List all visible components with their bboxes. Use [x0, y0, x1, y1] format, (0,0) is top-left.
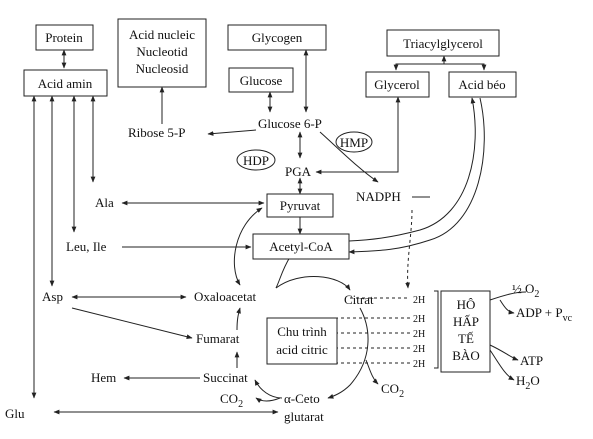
glutarat-label: glutarat	[284, 409, 324, 424]
succinat-label: Succinat	[203, 370, 248, 385]
hmp-label: HMP	[340, 135, 368, 150]
pyruvat-box	[266, 193, 334, 218]
ala-label: Ala	[95, 195, 114, 210]
triacylglycerol-box	[386, 29, 500, 57]
h2-label: 2H	[413, 295, 425, 306]
h2-label: 2H	[413, 359, 425, 370]
triacylglycerol-label: Triacylglycerol	[403, 36, 483, 51]
boxes	[23, 18, 517, 373]
acid-nucleic-box	[117, 18, 207, 88]
respiration-label-4: BÀO	[452, 348, 479, 363]
h2-label: 2H	[413, 329, 425, 340]
krebs-box	[266, 317, 338, 365]
hdp-label: HDP	[243, 153, 269, 168]
acid-amin-label: Acid amin	[38, 76, 93, 91]
glycogen-box	[227, 24, 327, 51]
pga-label: PGA	[285, 164, 312, 179]
h2o-label: H2O	[516, 373, 540, 392]
glucose-label: Glucose	[240, 73, 283, 88]
connections	[31, 49, 527, 415]
nucleosid-label: Nucleosid	[136, 61, 189, 76]
oxaloacetat-label: Oxaloacetat	[194, 289, 256, 304]
acid-nucleic-label: Acid nucleic	[129, 27, 195, 42]
nucleotid-label: Nucleotid	[136, 44, 188, 59]
h2-labels: 2H 2H 2H 2H 2H	[413, 295, 425, 370]
o2-label: ½ O2	[512, 281, 539, 300]
acid-beo-box	[448, 71, 517, 98]
co2-left-label: CO2	[220, 391, 243, 410]
glycerol-box	[365, 71, 430, 98]
protein-label: Protein	[45, 30, 83, 45]
leu-ile-label: Leu, Ile	[66, 239, 107, 254]
acid-beo-label: Acid béo	[458, 77, 505, 92]
acetyl-coa-label: Acetyl-CoA	[269, 239, 333, 254]
alpha-ceto-label: α-Ceto	[284, 391, 320, 406]
glycogen-label: Glycogen	[252, 30, 303, 45]
glu-label: Glu	[5, 406, 25, 421]
fumarat-label: Fumarat	[196, 331, 240, 346]
hem-label: Hem	[91, 370, 116, 385]
hmp-ellipse	[335, 131, 373, 153]
respiration-box	[440, 290, 491, 373]
protein-box	[35, 24, 94, 51]
respiration-label-2: HẤP	[453, 314, 479, 329]
co2-right-label: CO2	[381, 381, 404, 400]
citrat-label: Citrat	[344, 292, 374, 307]
adp-label: ADP + Pvc	[516, 305, 573, 324]
krebs-label-1: Chu trình	[277, 324, 327, 339]
ribose-label: Ribose 5-P	[128, 125, 185, 140]
h2-label: 2H	[413, 314, 425, 325]
pyruvat-label: Pyruvat	[280, 198, 321, 213]
h2-label: 2H	[413, 344, 425, 355]
acid-amin-box	[23, 69, 108, 97]
hdp-ellipse	[236, 149, 276, 171]
glucose-box	[228, 67, 294, 93]
acetyl-coa-box	[252, 233, 350, 260]
glucose6p-label: Glucose 6-P	[258, 116, 322, 131]
respiration-label-3: TẾ	[458, 331, 474, 346]
nadph-label: NADPH	[356, 189, 401, 204]
atp-label: ATP	[520, 353, 543, 368]
respiration-label-1: HÔ	[457, 297, 476, 312]
glycerol-label: Glycerol	[374, 77, 420, 92]
asp-label: Asp	[42, 289, 63, 304]
krebs-label-2: acid citric	[276, 342, 328, 357]
